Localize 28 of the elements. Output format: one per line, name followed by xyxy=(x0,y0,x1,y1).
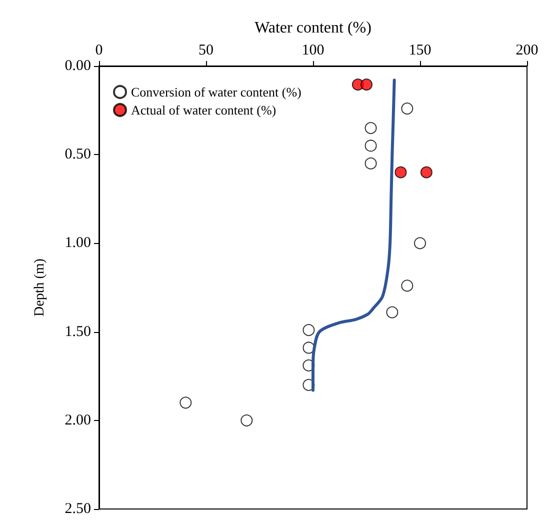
point xyxy=(302,324,315,336)
y-tick-label: 0.00 xyxy=(64,58,91,74)
point xyxy=(240,414,253,426)
x-tick-label: 50 xyxy=(198,42,214,58)
point xyxy=(364,122,377,134)
point xyxy=(386,306,398,318)
y-tick-label: 2.50 xyxy=(64,501,91,517)
point xyxy=(360,78,372,91)
x-tick-label: 100 xyxy=(302,42,324,58)
point xyxy=(364,140,377,152)
x-tick-label: 150 xyxy=(408,42,432,58)
point xyxy=(414,237,426,250)
x-tick-label: 200 xyxy=(516,42,538,58)
point xyxy=(180,396,192,409)
x-axis-title: Water content (%) xyxy=(254,20,372,36)
point xyxy=(420,166,432,178)
y-tick-label: 2.00 xyxy=(64,412,91,428)
legend-label: Conversion of water content (%) xyxy=(131,84,302,100)
y-tick-label: 1.50 xyxy=(64,324,91,340)
point xyxy=(401,280,414,292)
point xyxy=(394,166,407,178)
y-axis-title: Depth (m) xyxy=(32,258,48,316)
y-tick-label: 0.50 xyxy=(64,146,91,163)
y-tick-label: 1.00 xyxy=(64,235,91,252)
point xyxy=(401,102,414,115)
x-tick-label: 0 xyxy=(95,42,103,58)
point xyxy=(364,157,377,170)
legend-label: Actual of water content (%) xyxy=(131,102,276,118)
